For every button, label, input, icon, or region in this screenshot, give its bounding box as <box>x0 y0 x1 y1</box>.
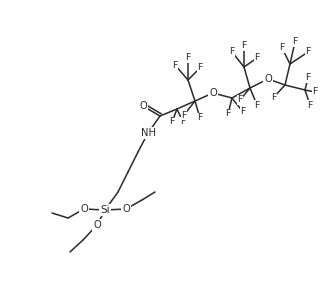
Text: F: F <box>225 109 231 119</box>
Text: NH: NH <box>140 128 155 138</box>
Text: F: F <box>172 60 178 70</box>
Text: F: F <box>180 117 186 127</box>
Text: O: O <box>139 101 147 111</box>
Text: F: F <box>307 101 313 109</box>
Text: F: F <box>237 95 243 105</box>
Text: F: F <box>279 44 285 52</box>
Text: F: F <box>185 54 191 62</box>
Text: F: F <box>197 64 203 72</box>
Text: F: F <box>241 42 247 50</box>
Text: F: F <box>292 38 298 46</box>
Text: F: F <box>305 74 311 82</box>
Text: O: O <box>209 88 217 98</box>
Text: F: F <box>169 117 175 127</box>
Text: F: F <box>254 101 260 109</box>
Text: O: O <box>122 204 130 214</box>
Text: F: F <box>240 107 246 117</box>
Text: F: F <box>271 93 277 101</box>
Text: O: O <box>80 204 88 214</box>
Text: Si: Si <box>100 205 110 215</box>
Text: O: O <box>264 74 272 84</box>
Text: F: F <box>305 48 311 56</box>
Text: F: F <box>229 48 235 56</box>
Text: O: O <box>93 220 101 230</box>
Text: F: F <box>197 113 203 123</box>
Text: F: F <box>181 111 187 119</box>
Text: F: F <box>254 54 260 62</box>
Text: F: F <box>312 87 318 97</box>
